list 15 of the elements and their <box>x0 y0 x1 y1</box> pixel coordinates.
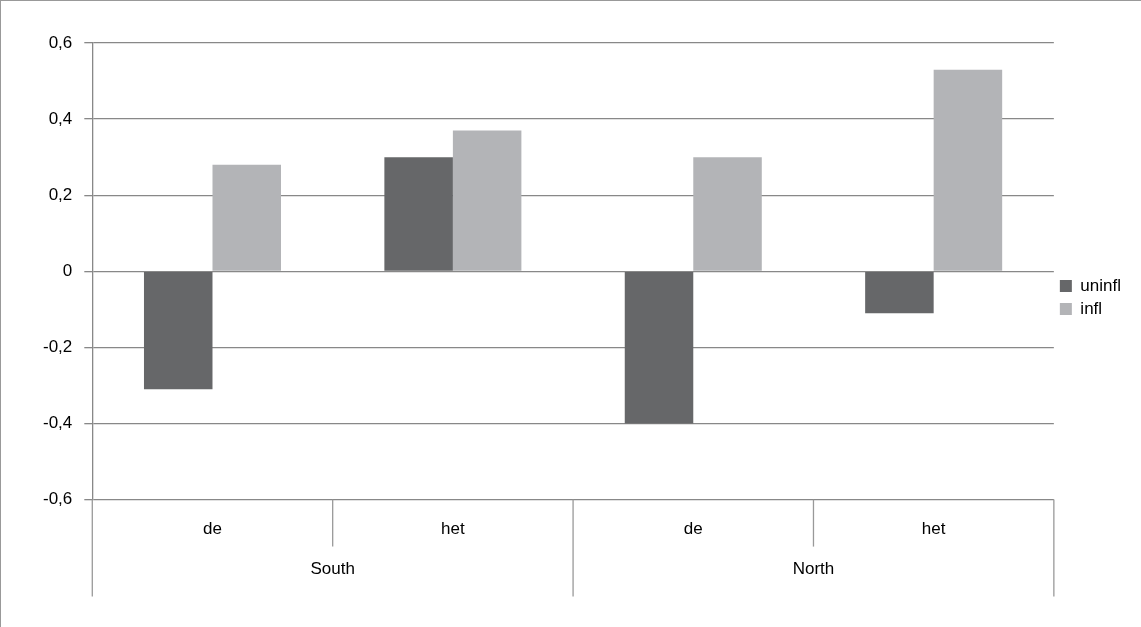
text: North <box>792 559 835 579</box>
text: South <box>310 559 355 579</box>
y-tick-label: 0,2 <box>48 184 73 204</box>
y-tick-label: -0,6 <box>43 489 73 509</box>
y-tick-label: 0 <box>62 260 73 280</box>
x-tick-label: het <box>441 519 465 539</box>
x-tick-label: de <box>203 519 222 539</box>
x-tick-label: het <box>921 519 946 539</box>
y-tick-label: 0,6 <box>48 32 73 52</box>
x-tick-label: de <box>683 519 703 539</box>
legend-label: infl <box>1080 298 1103 318</box>
legend-label: uninfl <box>1080 275 1121 295</box>
y-tick-label: 0,4 <box>48 108 73 128</box>
y-tick-label: -0,4 <box>43 413 73 433</box>
y-tick-label: -0,2 <box>43 337 73 357</box>
